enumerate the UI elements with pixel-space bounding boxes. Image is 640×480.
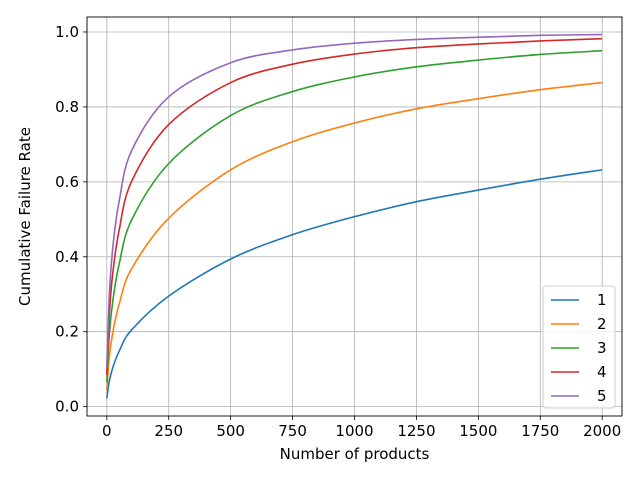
- legend-box: [542, 285, 616, 409]
- y-tick-label: 0.0: [55, 398, 79, 416]
- legend-label: 2: [597, 315, 607, 333]
- y-tick-label: 1.0: [55, 23, 79, 41]
- axis-ticks: 0 250 500 750 1000 1250 1500 1750 2000 0.0 0.2 0.4 0…: [55, 23, 621, 440]
- x-tick-label: 0: [102, 422, 112, 440]
- series-line-1: [106, 169, 603, 399]
- legend-label: 4: [597, 363, 607, 381]
- series-line-2: [106, 81, 603, 391]
- y-tick-label: 0.2: [55, 323, 79, 341]
- x-tick-label: 1500: [459, 422, 497, 440]
- x-tick-label: 2000: [583, 422, 621, 440]
- y-tick-label: 0.6: [55, 173, 79, 191]
- series-line-4: [106, 37, 603, 375]
- series-lines: [106, 33, 603, 399]
- legend: 1 2 3 4 5: [542, 285, 616, 409]
- series-line-3: [106, 49, 603, 383]
- y-tick-label: 0.8: [55, 98, 79, 116]
- legend-label: 3: [597, 339, 607, 357]
- series-line-5: [106, 33, 603, 368]
- x-tick-label: 1250: [397, 422, 435, 440]
- y-axis-label: Cumulative Failure Rate: [16, 127, 34, 306]
- x-axis-label: Number of products: [280, 445, 430, 463]
- y-tick-label: 0.4: [55, 248, 79, 266]
- x-tick-label: 1750: [521, 422, 559, 440]
- x-tick-label: 750: [278, 422, 307, 440]
- x-tick-label: 1000: [335, 422, 373, 440]
- x-tick-label: 500: [216, 422, 245, 440]
- legend-label: 1: [597, 291, 607, 309]
- x-tick-label: 250: [154, 422, 183, 440]
- legend-label: 5: [597, 387, 607, 405]
